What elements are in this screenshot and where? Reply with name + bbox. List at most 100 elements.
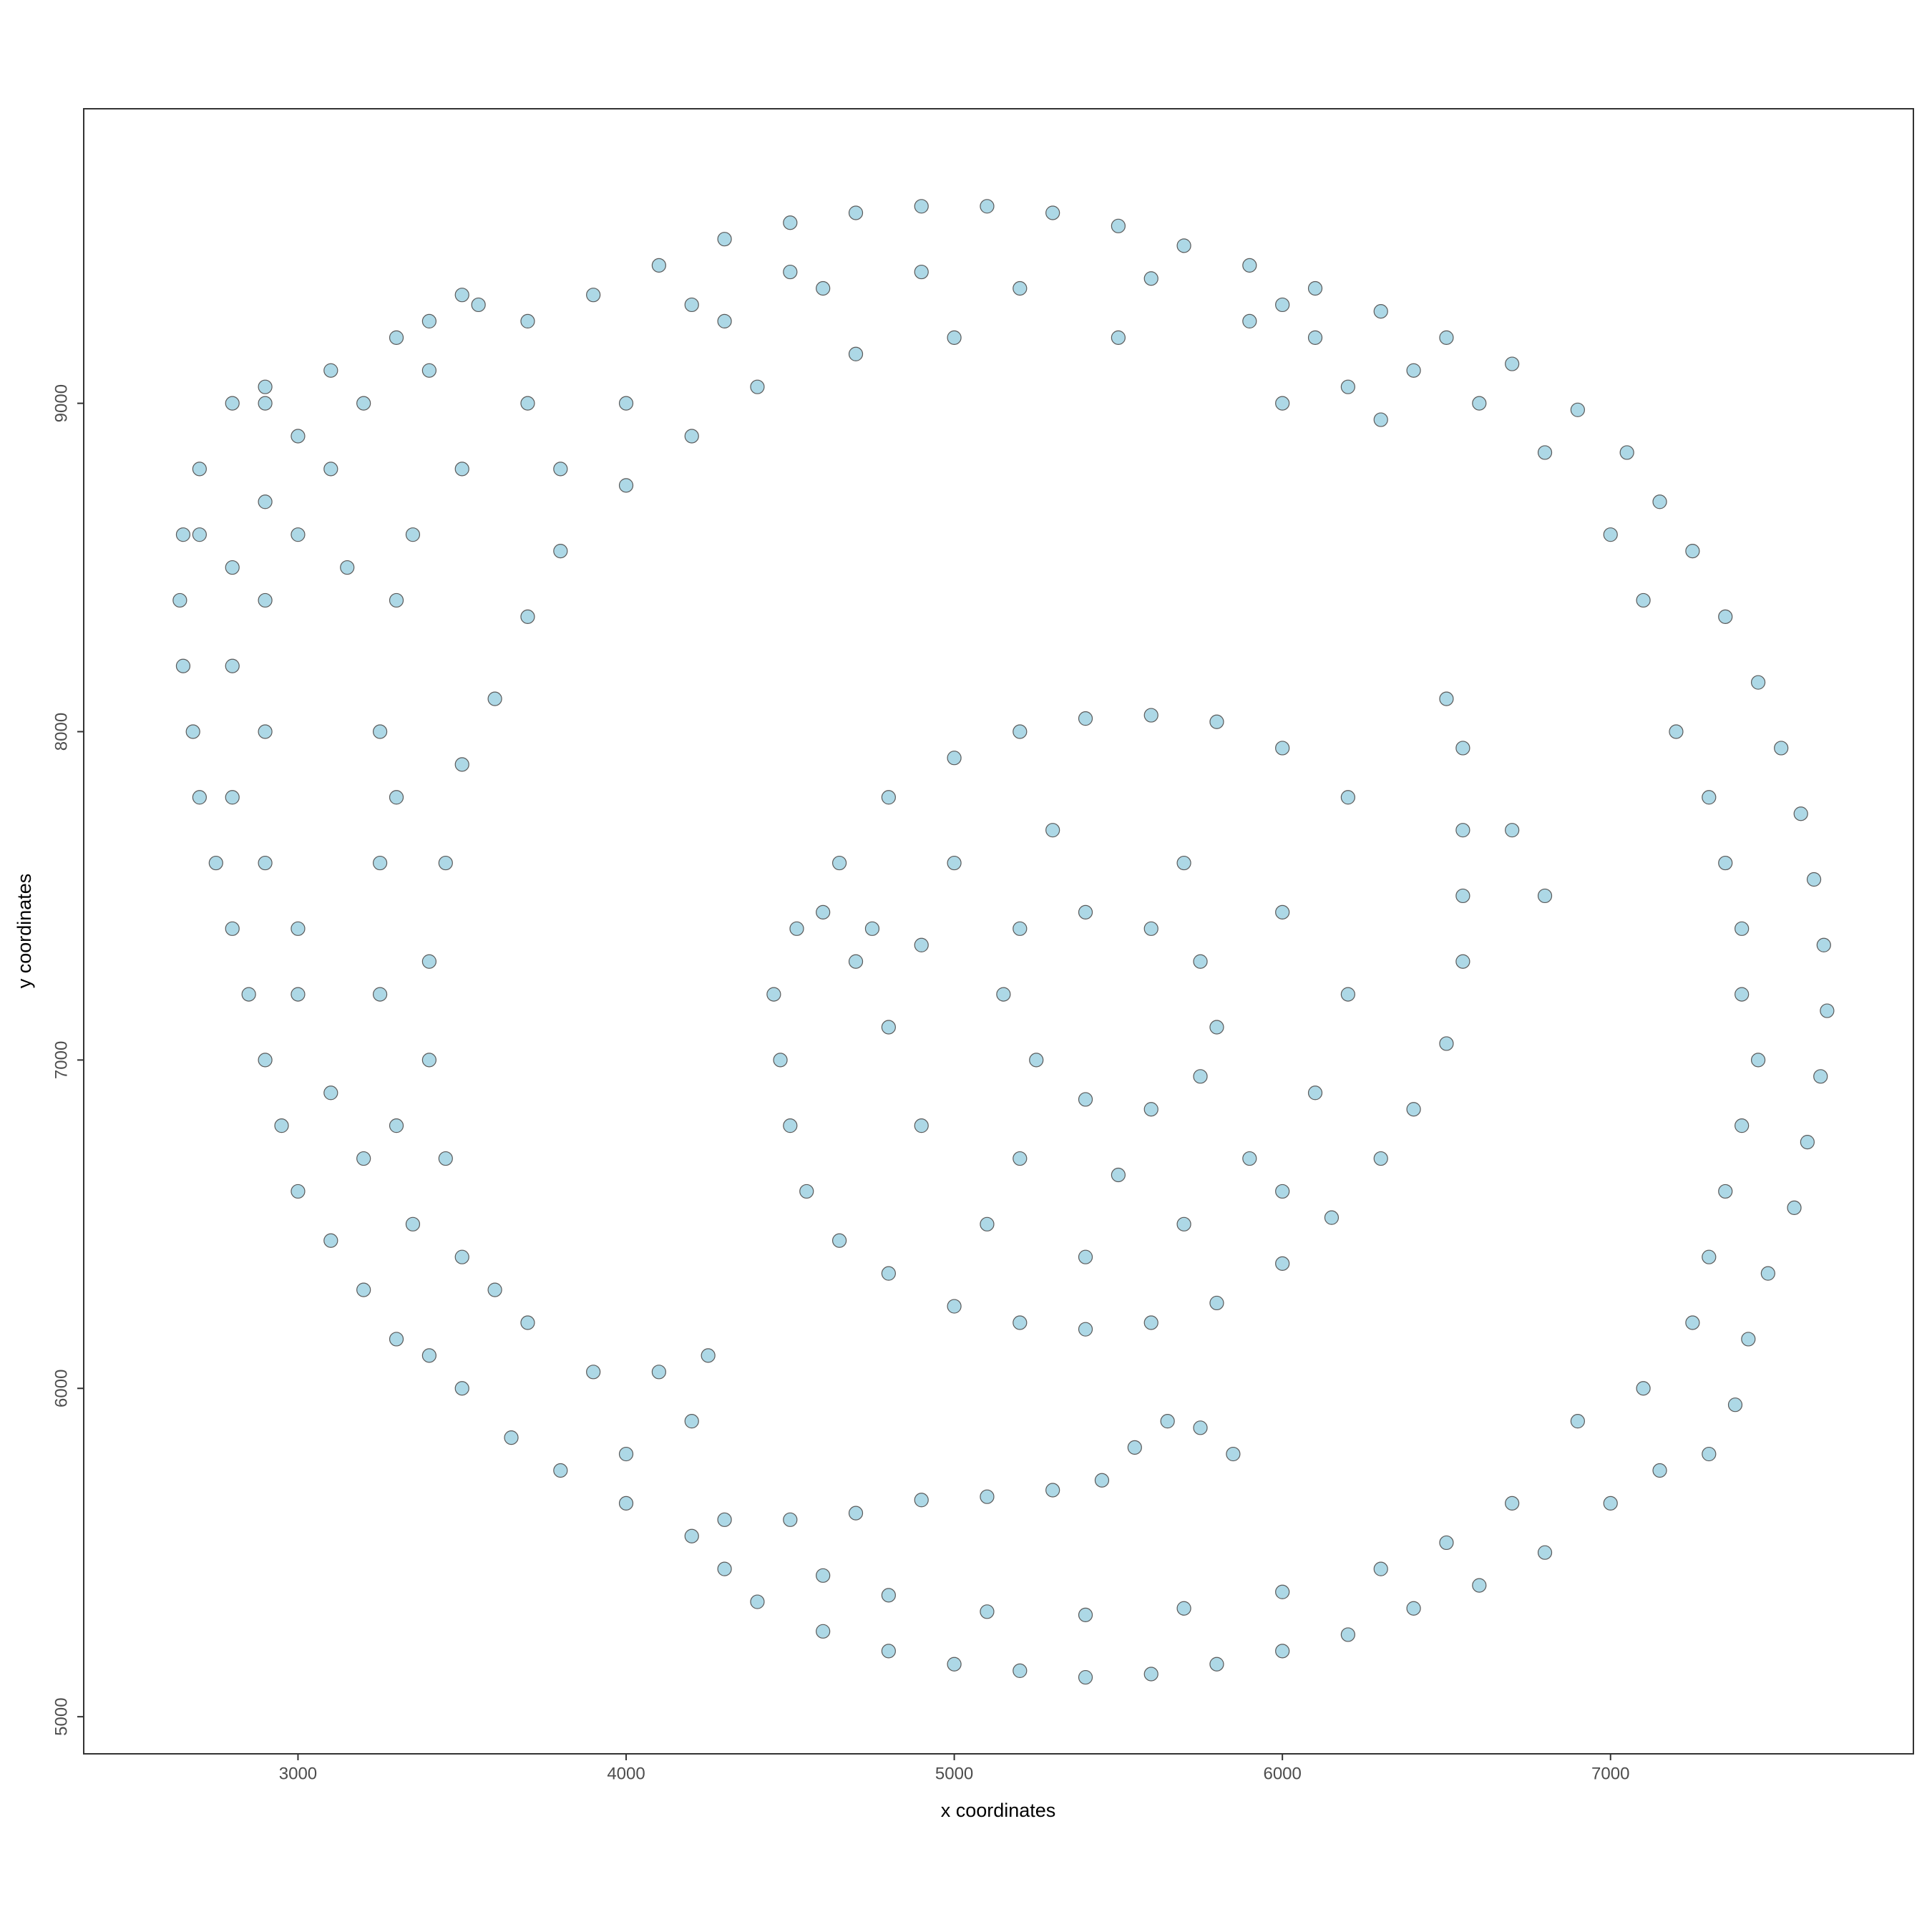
point bbox=[1078, 1322, 1093, 1337]
point bbox=[1505, 823, 1520, 838]
point bbox=[1636, 1381, 1651, 1396]
point bbox=[553, 462, 568, 477]
point bbox=[1652, 1463, 1667, 1478]
point bbox=[1760, 1266, 1775, 1281]
point bbox=[291, 987, 306, 1002]
point bbox=[1685, 544, 1700, 559]
point bbox=[914, 199, 929, 214]
point bbox=[1143, 271, 1158, 286]
point bbox=[1505, 1496, 1520, 1511]
point bbox=[1806, 872, 1822, 887]
point bbox=[848, 346, 864, 361]
point bbox=[274, 1118, 289, 1133]
point bbox=[504, 1430, 519, 1445]
point bbox=[421, 313, 436, 328]
point bbox=[1013, 1315, 1028, 1330]
point bbox=[1078, 1607, 1093, 1622]
point bbox=[717, 1561, 732, 1576]
point bbox=[864, 921, 880, 936]
point bbox=[947, 751, 962, 766]
point bbox=[553, 1463, 568, 1478]
point bbox=[1439, 1535, 1454, 1551]
point bbox=[618, 396, 634, 411]
point bbox=[1570, 1414, 1585, 1429]
point bbox=[405, 527, 421, 542]
point bbox=[1406, 1601, 1421, 1616]
point bbox=[241, 987, 256, 1002]
point bbox=[947, 1299, 962, 1314]
point bbox=[1013, 1663, 1028, 1679]
point bbox=[389, 790, 404, 805]
point bbox=[1045, 205, 1060, 220]
point bbox=[372, 724, 388, 739]
point bbox=[1275, 1256, 1290, 1271]
point bbox=[717, 1512, 732, 1527]
point bbox=[1078, 1669, 1093, 1685]
point bbox=[1045, 1483, 1060, 1498]
point bbox=[389, 1332, 404, 1347]
point bbox=[717, 313, 732, 328]
point bbox=[520, 313, 535, 328]
point bbox=[1226, 1446, 1241, 1462]
point bbox=[1439, 691, 1454, 706]
point bbox=[783, 215, 798, 230]
point bbox=[1735, 921, 1750, 936]
point bbox=[816, 1568, 831, 1583]
point bbox=[1127, 1440, 1142, 1455]
point bbox=[1209, 1020, 1224, 1035]
point bbox=[684, 1528, 699, 1543]
point bbox=[1685, 1315, 1700, 1330]
point bbox=[225, 560, 240, 575]
point bbox=[487, 691, 502, 706]
point bbox=[1472, 1578, 1487, 1593]
point bbox=[789, 921, 804, 936]
point bbox=[980, 1216, 995, 1231]
point bbox=[1209, 714, 1224, 729]
point bbox=[1078, 904, 1093, 919]
point bbox=[1718, 609, 1733, 624]
point bbox=[1455, 823, 1470, 838]
point bbox=[1193, 954, 1208, 969]
point bbox=[783, 264, 798, 280]
point bbox=[881, 1266, 896, 1281]
point bbox=[586, 1365, 601, 1380]
point bbox=[192, 527, 207, 542]
point bbox=[372, 855, 388, 871]
point bbox=[389, 1118, 404, 1133]
point bbox=[1176, 1216, 1191, 1231]
point bbox=[1143, 1667, 1158, 1682]
point bbox=[471, 297, 486, 313]
y-tick-label: 7000 bbox=[52, 1041, 71, 1079]
point bbox=[750, 379, 765, 394]
point bbox=[1242, 313, 1257, 328]
point bbox=[816, 280, 831, 296]
point bbox=[520, 609, 535, 624]
point bbox=[1209, 1657, 1224, 1672]
point bbox=[1793, 806, 1808, 821]
point bbox=[1702, 1249, 1717, 1264]
point bbox=[1727, 1397, 1743, 1413]
point bbox=[1045, 823, 1060, 838]
point bbox=[1275, 904, 1290, 919]
point bbox=[1340, 1627, 1355, 1642]
point bbox=[1702, 1446, 1717, 1462]
y-tick-label: 8000 bbox=[52, 713, 71, 751]
point bbox=[421, 954, 436, 969]
point bbox=[1111, 330, 1126, 345]
point bbox=[914, 264, 929, 280]
point bbox=[323, 462, 338, 477]
point bbox=[1735, 987, 1750, 1002]
point bbox=[225, 921, 240, 936]
point bbox=[291, 921, 306, 936]
point bbox=[1340, 790, 1355, 805]
point bbox=[1636, 592, 1651, 608]
point bbox=[421, 1053, 436, 1068]
x-tick-label: 6000 bbox=[1263, 1764, 1301, 1783]
point bbox=[1406, 363, 1421, 378]
point bbox=[175, 527, 191, 542]
point bbox=[1652, 494, 1667, 509]
point bbox=[1275, 741, 1290, 756]
point bbox=[1078, 711, 1093, 726]
x-tick-label: 3000 bbox=[279, 1764, 317, 1783]
point bbox=[1176, 1601, 1191, 1616]
